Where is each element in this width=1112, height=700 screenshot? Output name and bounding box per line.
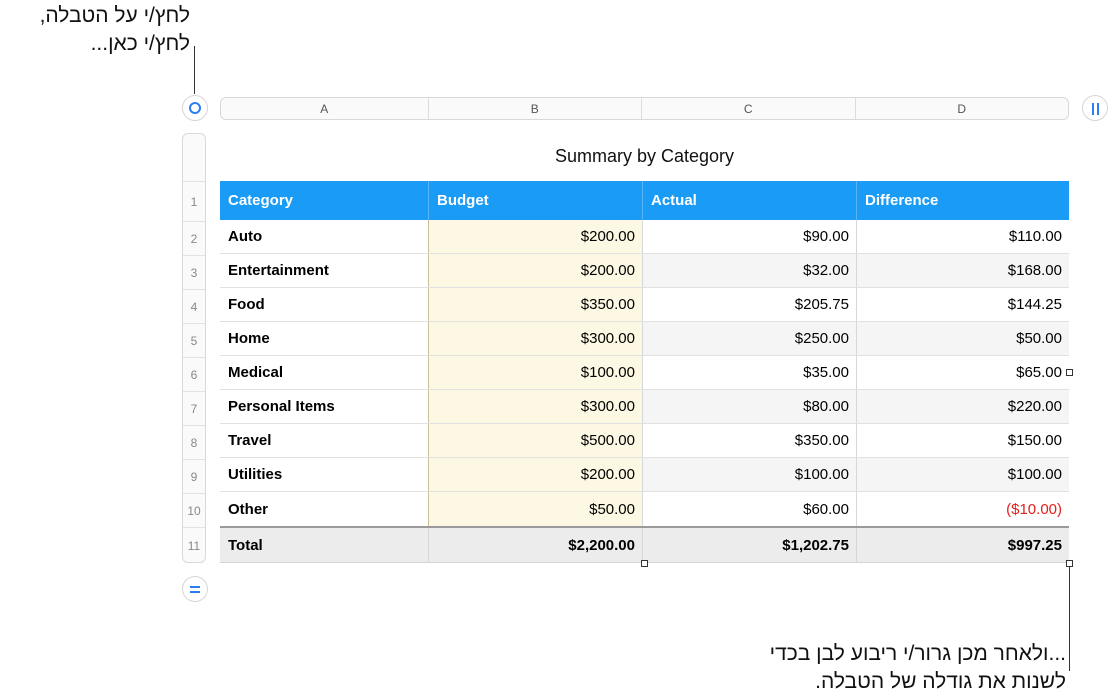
cell-budget[interactable]: $300.00 <box>428 390 642 423</box>
cell-budget[interactable]: $350.00 <box>428 288 642 321</box>
select-table-button[interactable] <box>182 95 208 121</box>
table-row: Other $50.00 $60.00 ($10.00) <box>220 492 1069 526</box>
table-title[interactable]: Summary by Category <box>554 146 735 166</box>
row-header-1[interactable]: 1 <box>183 181 205 221</box>
cell-difference[interactable]: $150.00 <box>856 424 1069 457</box>
callout-bottom-line-1: ...ולאחר מכן גרור/י ריבוע לבן בכדי <box>769 642 1066 665</box>
cell-category[interactable]: Medical <box>228 364 284 381</box>
cell-actual[interactable]: $35.00 <box>642 356 856 389</box>
row-header-2[interactable]: 2 <box>183 221 205 255</box>
cell-actual[interactable]: $32.00 <box>642 254 856 287</box>
cell-budget[interactable]: $50.00 <box>428 492 642 526</box>
cell-actual[interactable]: $100.00 <box>642 458 856 491</box>
table-row: Food $350.00 $205.75 $144.25 <box>220 288 1069 322</box>
cell-difference-negative[interactable]: ($10.00) <box>856 492 1069 526</box>
cell-budget[interactable]: $300.00 <box>428 322 642 355</box>
cell-category[interactable]: Home <box>228 330 270 347</box>
callout-bottom-line-2: לשנות את גודלה של הטבלה. <box>815 670 1066 693</box>
row-header-4[interactable]: 4 <box>183 289 205 323</box>
cell-category[interactable]: Travel <box>228 432 272 449</box>
select-table-circle-icon <box>189 102 201 114</box>
cell-actual[interactable]: $350.00 <box>642 424 856 457</box>
callout-top: לחץ/י על הטבלה, לחץ/י כאן... <box>40 2 190 58</box>
cell-actual[interactable]: $90.00 <box>642 220 856 253</box>
cell-category[interactable]: Other <box>228 500 269 518</box>
table-total-row: Total $2,200.00 $1,202.75 $997.25 <box>220 526 1069 563</box>
cell-budget[interactable]: $200.00 <box>428 254 642 287</box>
row-header-7[interactable]: 7 <box>183 391 205 425</box>
callout-top-line-2: לחץ/י כאן... <box>90 32 190 55</box>
row-header-bar: 1 2 3 4 5 6 7 8 9 10 11 <box>182 133 206 563</box>
add-column-button[interactable] <box>1082 95 1108 121</box>
row-header-3[interactable]: 3 <box>183 255 205 289</box>
table-row: Personal Items $300.00 $80.00 $220.00 <box>220 390 1069 424</box>
cell-budget[interactable]: $200.00 <box>428 220 642 253</box>
table-row: Travel $500.00 $350.00 $150.00 <box>220 424 1069 458</box>
cell-category[interactable]: Personal Items <box>228 398 335 415</box>
callout-bottom: ...ולאחר מכן גרור/י ריבוע לבן בכדי לשנות… <box>770 640 1066 696</box>
column-header-bar: A B C D <box>220 97 1069 120</box>
table-row: Medical $100.00 $35.00 $65.00 <box>220 356 1069 390</box>
row-header-8[interactable]: 8 <box>183 425 205 459</box>
add-row-button[interactable] <box>182 576 208 602</box>
cell-category[interactable]: Food <box>228 296 265 313</box>
cell-difference[interactable]: $65.00 <box>856 356 1069 389</box>
callout-bottom-leader <box>1069 567 1070 671</box>
cell-actual[interactable]: $250.00 <box>642 322 856 355</box>
column-header-d[interactable]: D <box>957 101 967 116</box>
cell-category[interactable]: Auto <box>228 228 263 245</box>
header-cell-difference[interactable]: Difference <box>856 181 1069 220</box>
cell-budget[interactable]: $500.00 <box>428 424 642 457</box>
table-row: Utilities $200.00 $100.00 $100.00 <box>220 458 1069 492</box>
resize-handle-right[interactable] <box>1066 369 1073 376</box>
table-header-row: Category Budget Actual Difference <box>220 181 1069 220</box>
callout-top-line-1: לחץ/י על הטבלה, <box>39 4 190 27</box>
table-row: Auto $200.00 $90.00 $110.00 <box>220 220 1069 254</box>
total-cell-actual[interactable]: $1,202.75 <box>642 528 856 562</box>
table-row: Home $300.00 $250.00 $50.00 <box>220 322 1069 356</box>
cell-category[interactable]: Utilities <box>228 466 283 483</box>
column-header-a[interactable]: A <box>221 98 429 119</box>
cell-actual[interactable]: $80.00 <box>642 390 856 423</box>
row-header-11[interactable]: 11 <box>183 527 205 563</box>
total-cell-label[interactable]: Total <box>228 536 263 554</box>
column-header-c[interactable]: C <box>642 98 856 119</box>
total-cell-budget[interactable]: $2,200.00 <box>428 528 642 562</box>
cell-category[interactable]: Entertainment <box>228 262 329 279</box>
total-cell-difference[interactable]: $997.25 <box>856 528 1069 562</box>
row-header-5[interactable]: 5 <box>183 323 205 357</box>
header-cell-actual[interactable]: Actual <box>642 181 856 220</box>
cell-difference[interactable]: $50.00 <box>856 322 1069 355</box>
callout-top-leader <box>194 46 195 94</box>
cell-difference[interactable]: $100.00 <box>856 458 1069 491</box>
table-row: Entertainment $200.00 $32.00 $168.00 <box>220 254 1069 288</box>
resize-handle-bottom[interactable] <box>641 560 648 567</box>
cell-actual[interactable]: $205.75 <box>642 288 856 321</box>
cell-budget[interactable]: $100.00 <box>428 356 642 389</box>
cell-actual[interactable]: $60.00 <box>642 492 856 526</box>
cell-difference[interactable]: $144.25 <box>856 288 1069 321</box>
cell-difference[interactable]: $220.00 <box>856 390 1069 423</box>
cell-difference[interactable]: $168.00 <box>856 254 1069 287</box>
cell-difference[interactable]: $110.00 <box>856 220 1069 253</box>
row-header-6[interactable]: 6 <box>183 357 205 391</box>
cell-budget[interactable]: $200.00 <box>428 458 642 491</box>
row-header-9[interactable]: 9 <box>183 459 205 493</box>
column-header-b[interactable]: B <box>429 98 643 119</box>
header-cell-budget[interactable]: Budget <box>428 181 642 220</box>
resize-handle-corner[interactable] <box>1066 560 1073 567</box>
header-cell-category[interactable]: Category <box>228 192 294 209</box>
row-header-10[interactable]: 10 <box>183 493 205 527</box>
